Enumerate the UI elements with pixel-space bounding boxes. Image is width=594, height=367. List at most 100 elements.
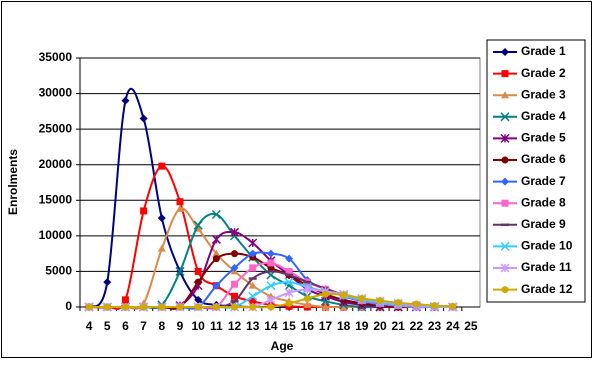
marker bbox=[248, 291, 258, 301]
marker bbox=[501, 70, 509, 78]
x-tick-label: 9 bbox=[177, 319, 184, 333]
marker bbox=[501, 91, 509, 99]
x-tick-label: 11 bbox=[210, 319, 223, 333]
marker bbox=[431, 302, 439, 310]
marker bbox=[139, 114, 148, 123]
x-tick-label: 22 bbox=[410, 319, 424, 333]
marker bbox=[412, 300, 420, 308]
marker bbox=[267, 303, 275, 311]
marker bbox=[501, 48, 509, 56]
marker bbox=[212, 249, 221, 257]
y-axis-title: Enrolments bbox=[6, 149, 20, 215]
marker bbox=[285, 254, 294, 263]
marker bbox=[284, 288, 294, 298]
legend-label: Grade 10 bbox=[521, 239, 573, 253]
y-tick-label: 30000 bbox=[39, 86, 73, 100]
x-tick-label: 5 bbox=[104, 319, 111, 333]
legend-label: Grade 4 bbox=[521, 109, 566, 123]
y-tick-label: 0 bbox=[65, 299, 72, 313]
marker bbox=[394, 299, 402, 307]
marker bbox=[193, 220, 203, 230]
x-tick-label: 21 bbox=[392, 319, 406, 333]
marker bbox=[248, 238, 258, 248]
marker bbox=[267, 259, 275, 267]
marker bbox=[339, 303, 348, 310]
marker bbox=[194, 278, 202, 286]
y-tick-label: 15000 bbox=[39, 192, 73, 206]
marker bbox=[231, 280, 239, 288]
marker bbox=[140, 207, 148, 215]
marker bbox=[249, 264, 257, 272]
x-tick-label: 25 bbox=[464, 319, 478, 333]
legend-label: Grade 1 bbox=[521, 44, 566, 58]
x-tick-label: 18 bbox=[337, 319, 351, 333]
marker bbox=[176, 204, 184, 212]
y-tick-label: 35000 bbox=[39, 50, 73, 64]
x-tick-label: 8 bbox=[158, 319, 165, 333]
marker bbox=[230, 227, 240, 237]
x-tick-label: 16 bbox=[301, 319, 315, 333]
marker bbox=[212, 303, 220, 311]
marker bbox=[85, 303, 93, 311]
marker bbox=[103, 278, 112, 287]
marker bbox=[321, 290, 329, 298]
y-tick-label: 5000 bbox=[45, 264, 72, 278]
legend-label: Grade 7 bbox=[521, 174, 566, 188]
marker bbox=[176, 303, 184, 311]
legend-label: Grade 8 bbox=[521, 195, 566, 209]
legend-label: Grade 3 bbox=[521, 87, 566, 101]
x-tick-label: 15 bbox=[282, 319, 296, 333]
marker bbox=[501, 177, 509, 186]
y-tick-label: 10000 bbox=[39, 228, 73, 242]
x-tick-label: 20 bbox=[373, 319, 387, 333]
marker bbox=[500, 133, 510, 143]
x-tick-label: 13 bbox=[246, 319, 260, 333]
marker bbox=[449, 302, 457, 310]
x-tick-label: 19 bbox=[355, 319, 369, 333]
x-tick-label: 4 bbox=[86, 319, 93, 333]
marker bbox=[284, 277, 294, 287]
marker bbox=[249, 303, 257, 311]
marker bbox=[248, 249, 257, 258]
marker bbox=[500, 112, 510, 122]
marker bbox=[249, 297, 257, 305]
x-tick-label: 23 bbox=[428, 319, 442, 333]
marker bbox=[500, 241, 510, 251]
legend-label: Grade 5 bbox=[521, 131, 566, 145]
marker bbox=[176, 198, 184, 206]
marker bbox=[303, 294, 311, 302]
marker bbox=[140, 303, 148, 311]
x-tick-label: 24 bbox=[446, 319, 460, 333]
legend-label: Grade 6 bbox=[521, 152, 566, 166]
marker bbox=[231, 292, 239, 300]
marker bbox=[303, 300, 312, 308]
y-tick-label: 25000 bbox=[39, 121, 73, 135]
marker bbox=[212, 281, 221, 290]
marker bbox=[121, 296, 129, 304]
marker bbox=[158, 303, 166, 311]
marker bbox=[231, 303, 239, 311]
marker bbox=[358, 294, 366, 302]
marker bbox=[501, 156, 509, 164]
marker bbox=[231, 250, 239, 258]
marker bbox=[500, 263, 510, 273]
marker bbox=[194, 303, 202, 311]
legend-label: Grade 9 bbox=[521, 217, 566, 231]
marker bbox=[501, 199, 509, 207]
marker bbox=[302, 284, 312, 294]
marker bbox=[157, 244, 166, 252]
marker bbox=[321, 303, 330, 310]
x-axis-title: Age bbox=[271, 339, 294, 353]
marker bbox=[121, 96, 130, 105]
x-tick-label: 17 bbox=[319, 319, 333, 333]
marker bbox=[266, 281, 276, 291]
x-tick-label: 6 bbox=[122, 319, 129, 333]
marker bbox=[285, 267, 293, 275]
marker bbox=[211, 234, 221, 244]
marker bbox=[212, 255, 220, 263]
x-tick-label: 12 bbox=[228, 319, 242, 333]
marker bbox=[194, 295, 203, 304]
legend-label: Grade 11 bbox=[521, 260, 572, 274]
legend-label: Grade 2 bbox=[521, 66, 566, 80]
